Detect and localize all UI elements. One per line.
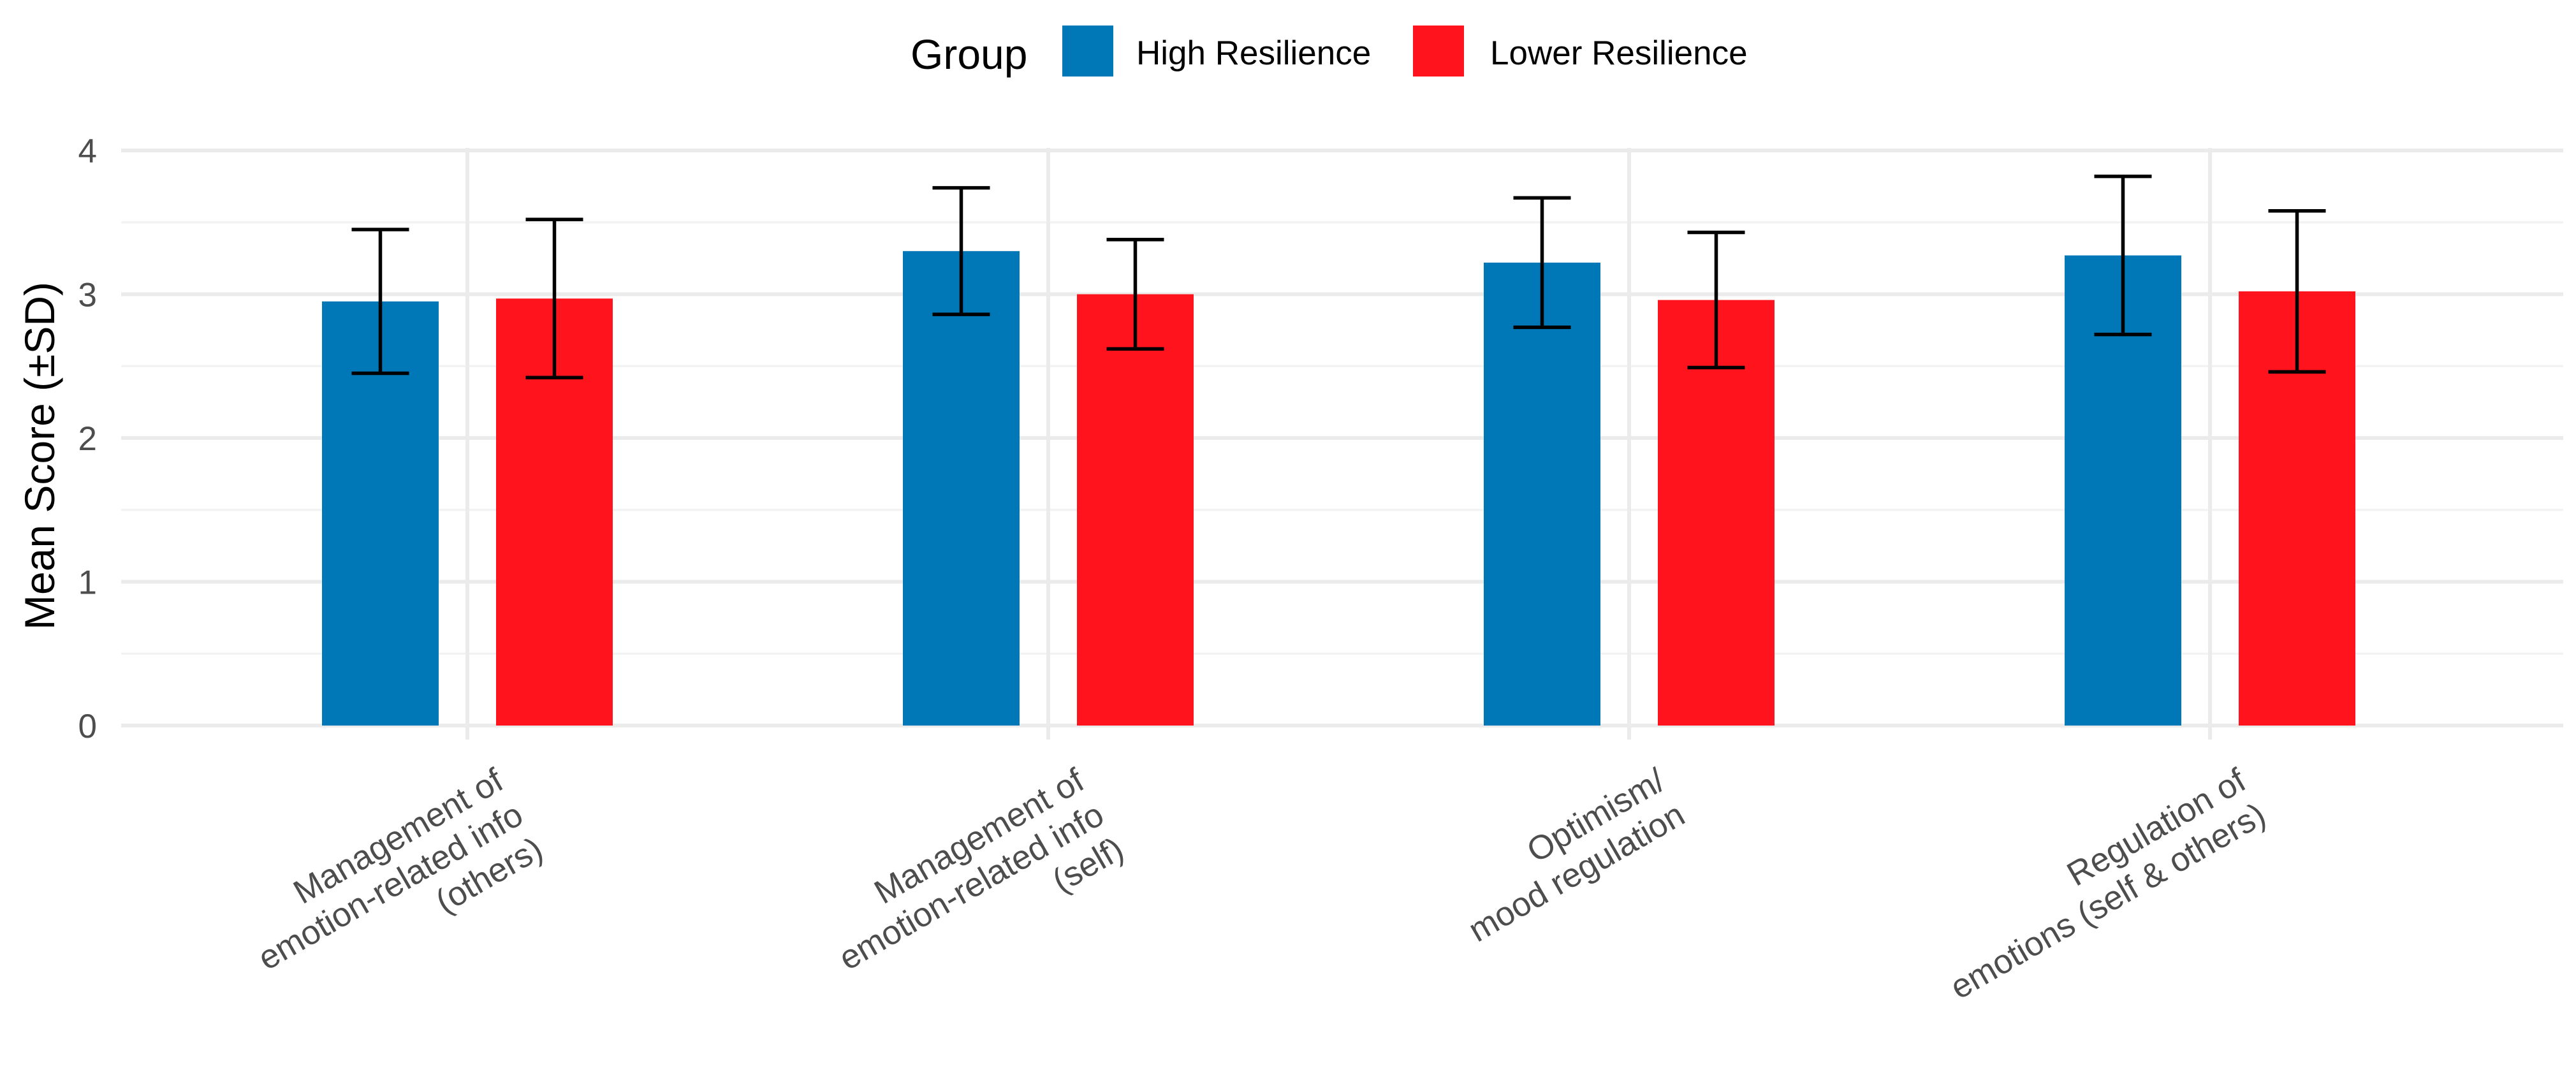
x-tick-label: Optimism/mood regulation bbox=[1462, 761, 1691, 949]
legend-title: Group bbox=[911, 31, 1027, 78]
error-bar bbox=[525, 217, 583, 380]
y-tick-label: 4 bbox=[78, 133, 97, 170]
bar-high-1 bbox=[903, 251, 1020, 726]
legend-swatch-high bbox=[1062, 26, 1113, 77]
error-bar bbox=[2268, 208, 2326, 374]
legend: Group High Resilience Lower Resilience bbox=[911, 26, 1748, 78]
bar-high-2 bbox=[1484, 262, 1600, 726]
x-tick-label-line: emotions (self & others) bbox=[1944, 796, 2272, 1007]
y-tick-label: 0 bbox=[78, 708, 97, 745]
error-bar bbox=[351, 228, 409, 376]
bar-lower-1 bbox=[1077, 294, 1194, 726]
y-tick-label: 1 bbox=[78, 564, 97, 602]
error-bar bbox=[1106, 238, 1164, 351]
legend-swatch-lower bbox=[1413, 26, 1464, 77]
y-tick-label: 2 bbox=[78, 420, 97, 458]
legend-label-lower: Lower Resilience bbox=[1490, 34, 1748, 72]
error-bar bbox=[2094, 174, 2152, 337]
y-tick-label: 3 bbox=[78, 277, 97, 314]
error-bars bbox=[351, 174, 2326, 380]
error-bar bbox=[1513, 196, 1571, 330]
legend-label-high: High Resilience bbox=[1136, 34, 1371, 72]
bars bbox=[322, 251, 2355, 726]
error-bar bbox=[932, 186, 990, 316]
bar-lower-2 bbox=[1658, 300, 1775, 726]
y-axis-title: Mean Score (±SD) bbox=[16, 282, 63, 630]
error-bar bbox=[1687, 230, 1745, 370]
gridlines bbox=[121, 148, 2563, 740]
y-axis-ticks: 0 1 2 3 4 bbox=[78, 133, 97, 745]
